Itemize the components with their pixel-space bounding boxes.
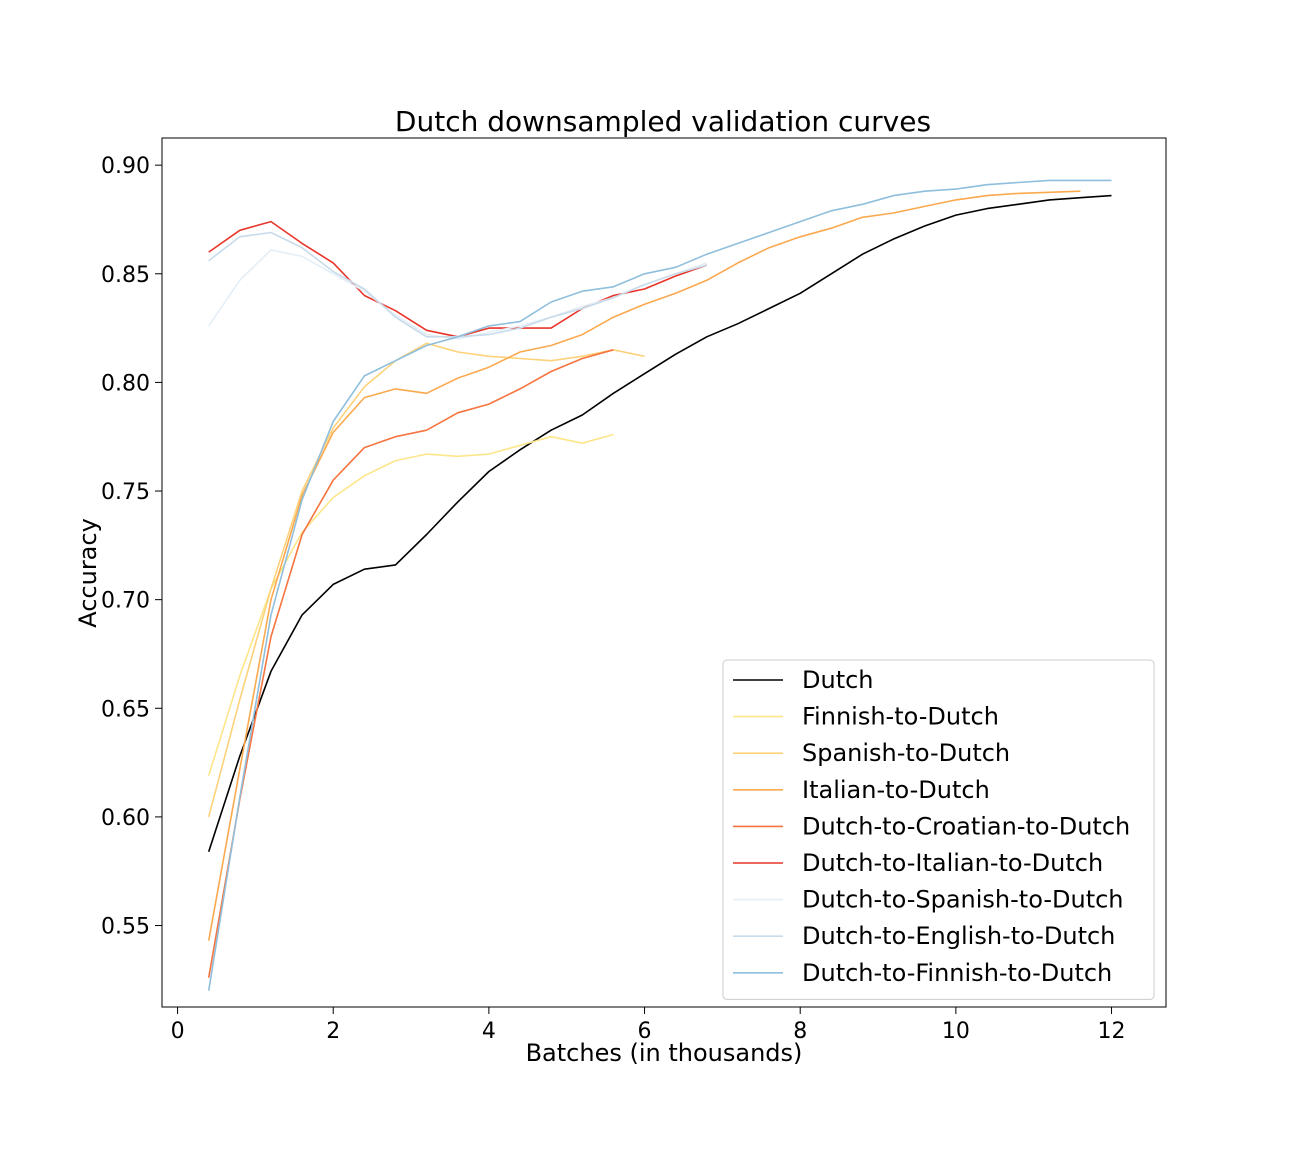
series-line-1 xyxy=(207,433,614,776)
series-line-3 xyxy=(207,190,1081,941)
x-tick-label: 8 xyxy=(793,1019,807,1044)
legend-entry-label: Spanish-to-Dutch xyxy=(802,739,1010,767)
x-tick-label: 4 xyxy=(482,1019,496,1044)
series-line-4 xyxy=(207,349,614,978)
plot-area xyxy=(207,179,1112,991)
legend-entry-label: Dutch-to-Croatian-to-Dutch xyxy=(802,812,1130,840)
legend-entry-label: Finnish-to-Dutch xyxy=(802,703,999,731)
x-tick-label: 2 xyxy=(326,1019,340,1044)
series-line-0 xyxy=(207,194,1112,852)
series-line-6 xyxy=(208,249,708,340)
y-tick-label: 0.55 xyxy=(101,915,150,940)
x-tick-label: 6 xyxy=(638,1019,652,1044)
legend-entry-label: Italian-to-Dutch xyxy=(802,776,990,804)
y-axis: 0.55 0.60 0.65 0.70 0.75 0.80 0.85 0.90 xyxy=(101,154,162,940)
y-tick-label: 0.90 xyxy=(101,154,150,179)
y-tick-label: 0.80 xyxy=(101,371,150,396)
axes-frame xyxy=(161,137,1167,1008)
x-axis: 0 2 4 6 8 10 12 xyxy=(171,1007,1126,1044)
legend-entry-label: Dutch-to-Spanish-to-Dutch xyxy=(802,886,1124,914)
legend-entry-label: Dutch-to-Italian-to-Dutch xyxy=(802,849,1103,877)
legend-entry-label: Dutch xyxy=(802,666,874,694)
y-axis-label: Accuracy xyxy=(74,518,102,628)
series-line-8 xyxy=(207,179,1112,991)
y-tick-label: 0.85 xyxy=(101,263,150,288)
series-line-2 xyxy=(207,342,645,818)
y-tick-label: 0.60 xyxy=(101,806,150,831)
chart-title: Dutch downsampled validation curves xyxy=(395,105,931,138)
legend-box xyxy=(722,659,1155,1000)
y-tick-label: 0.70 xyxy=(101,589,150,614)
y-tick-label: 0.75 xyxy=(101,480,150,505)
y-tick-label: 0.65 xyxy=(101,697,150,722)
x-tick-label: 10 xyxy=(942,1019,970,1044)
legend: Dutch Finnish-to-Dutch Spanish-to-Dutch Ita… xyxy=(722,659,1155,1000)
legend-entry-label: Dutch-to-English-to-Dutch xyxy=(802,922,1115,950)
x-tick-label: 12 xyxy=(1098,1019,1126,1044)
x-tick-label: 0 xyxy=(171,1019,185,1044)
legend-entry-label: Dutch-to-Finnish-to-Dutch xyxy=(802,959,1112,987)
series-line-7 xyxy=(208,231,708,338)
x-axis-label: Batches (in thousands) xyxy=(526,1039,803,1067)
